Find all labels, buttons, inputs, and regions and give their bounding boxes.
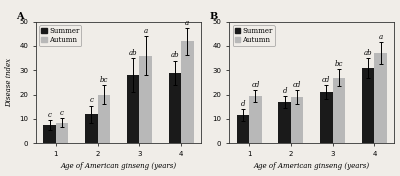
Bar (181, 41, 194, 143)
Bar (291, 97, 304, 143)
Text: cd: cd (251, 81, 260, 89)
Bar (56, 122, 68, 143)
Text: ab: ab (129, 49, 137, 57)
Bar (320, 92, 333, 143)
Text: a: a (144, 27, 148, 35)
Bar (237, 115, 249, 143)
Legend: Summer, Autumn: Summer, Autumn (232, 25, 275, 46)
Text: c: c (60, 108, 64, 117)
Bar (333, 78, 345, 143)
X-axis label: Age of American ginseng (years): Age of American ginseng (years) (60, 162, 176, 170)
Text: cd: cd (293, 81, 301, 89)
Bar (127, 75, 139, 143)
Text: bc: bc (100, 76, 108, 84)
Bar (374, 53, 387, 143)
Text: c: c (89, 96, 93, 104)
Text: a: a (379, 33, 383, 41)
Text: B: B (209, 12, 218, 21)
Y-axis label: Disease index: Disease index (6, 58, 14, 107)
Text: d: d (282, 87, 287, 95)
X-axis label: Age of American ginseng (years): Age of American ginseng (years) (254, 162, 370, 170)
Text: c: c (48, 111, 52, 119)
Bar (168, 73, 181, 143)
Text: ab: ab (170, 51, 179, 59)
Bar (98, 95, 110, 143)
Text: bc: bc (335, 60, 343, 68)
Text: A: A (16, 12, 24, 21)
Bar (249, 96, 262, 143)
Text: cd: cd (322, 76, 330, 84)
Text: ab: ab (364, 49, 372, 57)
Bar (139, 56, 152, 143)
Bar (278, 102, 291, 143)
Bar (43, 125, 56, 143)
Bar (85, 114, 98, 143)
Text: d: d (241, 100, 245, 108)
Bar (362, 68, 374, 143)
Text: a: a (185, 18, 189, 27)
Legend: Summer, Autumn: Summer, Autumn (39, 25, 82, 46)
